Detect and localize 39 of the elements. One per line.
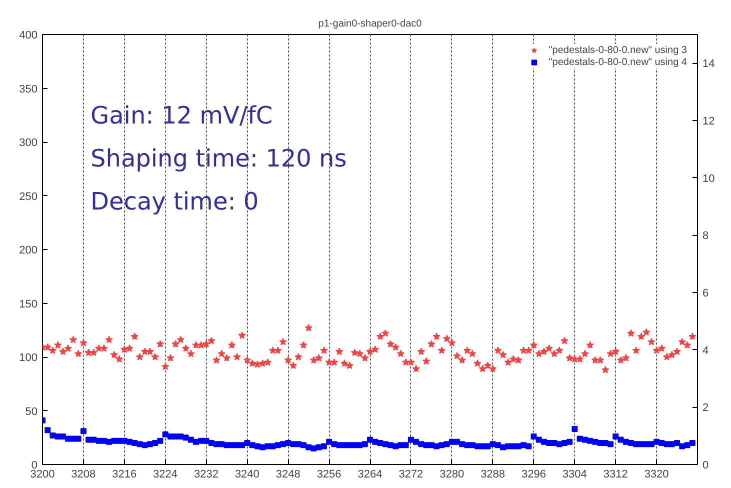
y-tick-label: 50 bbox=[25, 406, 38, 418]
x-tick-label: 3216 bbox=[112, 468, 137, 480]
x-tick-label: 3264 bbox=[358, 468, 382, 480]
x-tick-label: 3224 bbox=[153, 468, 178, 480]
y2-tick-label: 8 bbox=[702, 230, 709, 242]
x-tick-label: 3304 bbox=[562, 468, 587, 480]
x-tick-label: 3248 bbox=[276, 468, 300, 480]
y-tick-label: 150 bbox=[19, 298, 38, 310]
x-tick-label: 3288 bbox=[480, 468, 506, 480]
legend-label: "pedestals-0-80-0.new" using 3 bbox=[548, 44, 687, 56]
annotation: Gain: 12 mV/fC bbox=[90, 102, 273, 130]
legend-label: "pedestals-0-80-0.new" using 4 bbox=[548, 56, 687, 68]
y2-tick-label: 14 bbox=[702, 58, 715, 70]
y-tick-label: 100 bbox=[19, 352, 38, 364]
annotation: Decay time: 0 bbox=[90, 188, 259, 216]
annotation: Shaping time: 120 ns bbox=[90, 144, 347, 172]
y2-tick-label: 10 bbox=[702, 172, 715, 185]
x-tick-label: 3272 bbox=[398, 468, 424, 480]
chart-title: p1-gain0-shaper0-dac0 bbox=[318, 18, 422, 30]
y-tick-label: 200 bbox=[19, 244, 38, 256]
y-tick-label: 400 bbox=[19, 30, 38, 42]
x-tick-label: 3312 bbox=[603, 468, 628, 480]
y-tick-label: 250 bbox=[19, 190, 38, 203]
y2-tick-label: 12 bbox=[702, 116, 715, 128]
y2-tick-label: 6 bbox=[702, 288, 709, 300]
x-tick-label: 3200 bbox=[30, 468, 55, 480]
y2-tick-label: 0 bbox=[702, 460, 709, 472]
y-tick-label: 350 bbox=[19, 83, 38, 96]
x-tick-label: 3240 bbox=[234, 468, 260, 480]
x-tick-label: 3256 bbox=[316, 468, 342, 480]
y-tick-label: 0 bbox=[31, 460, 38, 472]
y-tick-label: 300 bbox=[19, 137, 38, 149]
x-tick-label: 3280 bbox=[440, 468, 464, 480]
y2-tick-label: 2 bbox=[702, 402, 709, 414]
y2-tick-label: 4 bbox=[702, 344, 709, 357]
x-tick-label: 3296 bbox=[522, 468, 546, 480]
x-tick-label: 3320 bbox=[644, 468, 669, 480]
x-tick-label: 3232 bbox=[194, 468, 218, 480]
x-tick-label: 3208 bbox=[71, 468, 96, 480]
